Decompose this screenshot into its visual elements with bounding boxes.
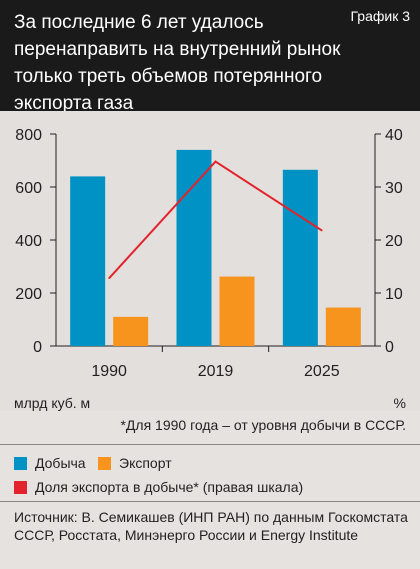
bar-line-chart: 0 200 400 600 800 0 10 20 30 40 1990 2019 2025 [15, 127, 403, 380]
legend-item-export-share: Доля экспорта в добыче* (правая шкала) [14, 479, 303, 495]
x-axis-tick-label: 2025 [304, 363, 340, 380]
legend-label-export-share: Доля экспорта в добыче* (правая шкала) [35, 479, 304, 495]
right-axis-tick-label: 30 [385, 180, 403, 197]
footnote: *Для 1990 года – от уровня добычи в СССР… [120, 417, 406, 433]
right-axis-tick-label: 40 [385, 127, 403, 144]
chart-title: За последние 6 лет удалось перенаправить… [14, 12, 341, 114]
chart-area: 0 200 400 600 800 0 10 20 30 40 1990 2019 2025 [0, 111, 420, 411]
bar-production [282, 169, 318, 346]
right-axis-tick-label: 20 [385, 233, 403, 250]
line-point-export-share [321, 229, 323, 232]
source-note: Источник: В. Семикашев (ИНП РАН) по данн… [14, 509, 408, 543]
chart-number-tag: График 3 [350, 8, 410, 24]
left-axis-unit: млрд куб. м [14, 395, 91, 411]
left-axis-tick-label: 600 [15, 180, 42, 197]
legend-swatch-export-share [14, 480, 27, 494]
bar-export [219, 276, 255, 346]
left-axis-tick-label: 0 [33, 339, 42, 356]
legend-item-production: Добыча [14, 455, 86, 471]
legend: Добыча Экспорт Доля экспорта в добыче* (… [0, 444, 420, 502]
line-point-export-share [108, 277, 110, 279]
legend-label-export: Экспорт [119, 455, 172, 471]
left-axis-tick-label: 200 [15, 286, 42, 303]
right-axis-tick-label: 10 [385, 286, 403, 303]
bar-export [113, 316, 149, 346]
right-axis-unit: % [393, 395, 406, 411]
left-axis-tick-label: 800 [15, 127, 42, 144]
legend-label-production: Добыча [35, 455, 86, 471]
legend-swatch-export [98, 456, 111, 470]
right-axis-tick-label: 0 [385, 339, 394, 356]
line-point-export-share [214, 160, 217, 163]
header-panel: За последние 6 лет удалось перенаправить… [0, 0, 420, 114]
legend-item-export: Экспорт [98, 455, 172, 471]
x-axis-tick-label: 2019 [198, 363, 234, 380]
legend-swatch-production [14, 456, 27, 470]
bar-production [70, 176, 106, 346]
bar-production [176, 149, 212, 346]
left-axis-tick-label: 400 [15, 233, 42, 250]
x-axis-tick-label: 1990 [91, 363, 127, 380]
bar-export [325, 307, 361, 346]
